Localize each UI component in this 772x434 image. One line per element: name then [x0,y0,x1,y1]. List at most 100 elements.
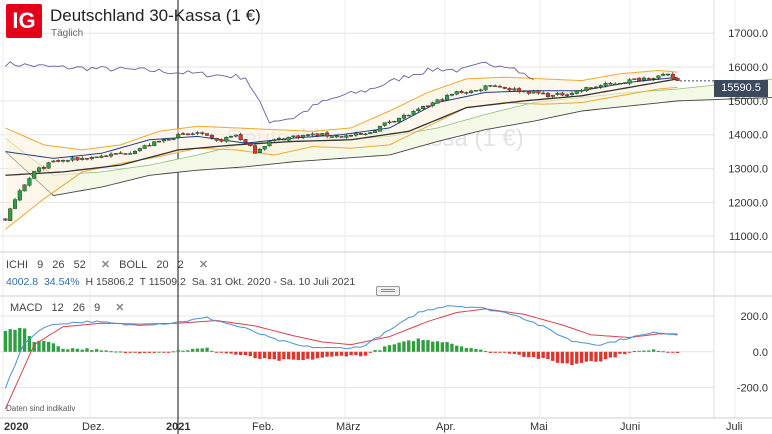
macd-histogram-bar [455,345,459,352]
macd-histogram-bar [128,351,132,353]
candle [377,125,382,132]
candle [51,160,56,163]
candle [646,78,651,80]
macd-histogram-bar [104,350,108,352]
macd-histogram-bar [560,351,565,364]
macd-histogram-bar [536,351,541,359]
macd-histogram-bar [488,351,493,353]
macd-histogram-bar [157,351,161,353]
macd-histogram-bar [503,351,507,353]
candle [397,117,402,123]
y-tick-label: 14000.0 [728,130,768,142]
y-tick-label: 13000.0 [728,164,768,176]
candle [233,134,238,137]
macd-histogram-bar [440,342,445,352]
macd-histogram-bar [541,351,545,358]
macd-histogram-bar [656,350,661,352]
ichi-close-icon[interactable]: ✕ [100,259,111,271]
candle [60,159,66,162]
candle [41,167,46,169]
candle [344,135,349,138]
candle [118,152,123,155]
macd-histogram-bar [613,351,617,358]
macd-histogram-bar [531,351,536,358]
candle [325,132,330,137]
candle [17,190,22,201]
candle [593,86,598,89]
macd-histogram-bar [397,342,401,352]
macd-histogram-bar [555,351,560,363]
candle [512,88,517,91]
candle [550,94,555,97]
candle [651,78,656,80]
macd-histogram-bar [66,349,70,352]
candle [46,162,51,169]
candle [469,90,474,93]
macd-histogram-bar [392,344,396,352]
candle [219,139,224,142]
macd-histogram-bar [248,351,252,357]
candle [161,139,166,142]
macd-histogram-bar [675,351,680,354]
macd-histogram-bar [416,338,421,352]
macd-histogram-bar [238,351,243,356]
candle [507,88,512,91]
candle [320,133,325,136]
macd-histogram-bar [224,351,228,354]
candle [430,102,435,107]
candle [224,137,229,142]
macd-histogram-bar [469,348,473,352]
boll-indicator-label[interactable]: BOLL 20 2 [119,259,184,271]
macd-histogram-bar [109,351,113,353]
macd-histogram-bar [282,351,286,360]
x-tick-label: Feb. [252,421,274,433]
macd-histogram-bar [627,351,632,353]
y-tick-label: 16000.0 [728,62,768,74]
candle [411,111,416,115]
macd-histogram-bar [258,351,262,359]
chart-interval: Täglich [51,28,84,39]
candle [3,218,8,221]
macd-histogram-bar [3,331,8,352]
candle [435,99,440,104]
disclaimer-text: Daten sind indikativ [6,404,76,413]
candle [305,134,310,136]
macd-histogram-bar [435,341,440,352]
candle [670,73,675,79]
macd-histogram-bar [229,351,233,354]
macd-histogram-bar [195,348,200,352]
ichi-indicator-label[interactable]: ICHI 9 26 52 [6,259,86,271]
x-tick-label: 2021 [166,421,190,433]
macd-histogram-bar [138,351,142,354]
candle [181,133,186,135]
macd-close-icon[interactable]: ✕ [115,302,125,314]
boll-close-icon[interactable]: ✕ [198,259,209,271]
stats-low: T 11509.2 [139,276,186,288]
macd-histogram-bar [133,351,137,353]
macd-histogram-bar [623,351,627,355]
range-stats: 4002.8 34.54% H 15806.2 T 11509.2 Sa. 31… [6,276,355,288]
ichimoku-base-line [5,78,678,176]
candle [27,178,32,186]
candle [257,149,262,153]
candle [99,155,104,158]
macd-histogram-bar [570,351,574,366]
candle [603,82,608,86]
macd-histogram-bar [575,351,579,364]
candle [339,136,344,138]
macd-histogram-bar [94,349,99,352]
candle [262,146,267,150]
macd-indicator-label[interactable]: MACD 12 26 9 [10,302,101,314]
macd-histogram-bar [42,340,46,352]
candle [253,145,258,154]
macd-histogram-bar [85,348,89,352]
candle [56,160,61,162]
macd-histogram-bar [642,350,646,352]
panel-resize-handle[interactable] [376,286,400,296]
candle [200,132,205,134]
macd-histogram-bar [507,351,512,354]
macd-histogram-bar [32,342,36,352]
candle [286,136,291,141]
